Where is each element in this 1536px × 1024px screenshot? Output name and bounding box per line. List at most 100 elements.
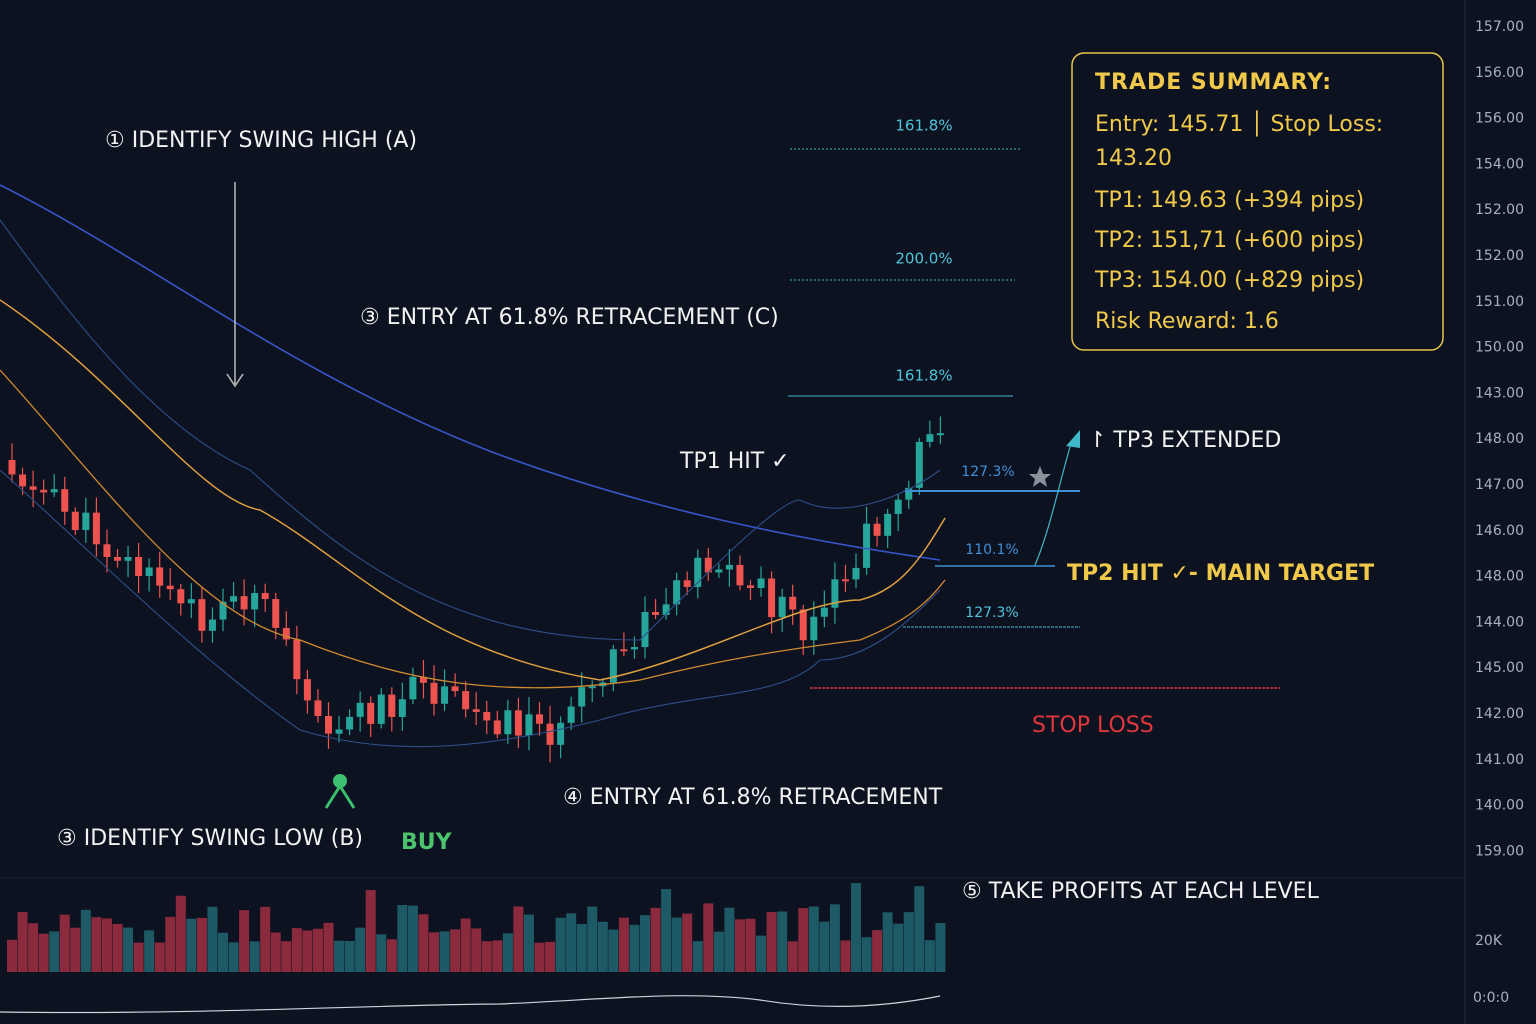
candle-body xyxy=(757,578,765,589)
candle-body xyxy=(704,557,712,573)
volume-bar xyxy=(239,910,250,972)
summary-line: TP2: 151,71 (+600 pips) xyxy=(1094,228,1364,253)
price-label: 154.00 xyxy=(1475,156,1524,172)
volume-bar xyxy=(91,917,102,972)
candle-body xyxy=(483,711,491,721)
volume-bar xyxy=(407,905,418,972)
summary-box xyxy=(1071,52,1444,351)
volume-bar xyxy=(703,903,714,972)
volume-bar xyxy=(608,929,619,972)
candle-body xyxy=(451,686,459,692)
candle-body xyxy=(799,609,807,641)
price-label: 145.00 xyxy=(1475,660,1524,676)
volume-bar xyxy=(439,931,450,972)
volume-bar xyxy=(893,923,904,972)
volume-bar xyxy=(502,933,513,972)
candle-body xyxy=(810,616,818,641)
candle-body xyxy=(609,649,617,683)
volume-bar xyxy=(777,911,788,972)
candle-body xyxy=(103,544,111,557)
volume-bar xyxy=(17,911,28,972)
candle-body xyxy=(377,694,385,724)
volume-bar xyxy=(270,932,281,972)
volume-bar xyxy=(713,931,724,972)
volume-bar xyxy=(555,917,566,972)
volume-bar xyxy=(851,883,861,972)
volume-bar xyxy=(682,913,693,972)
candle-body xyxy=(662,604,670,615)
annotation: TP1 HIT ✓ xyxy=(679,449,790,474)
candle-body xyxy=(557,722,565,745)
candle-body xyxy=(567,706,575,723)
volume-bar xyxy=(787,941,798,972)
candle-body xyxy=(652,612,660,615)
candle-body xyxy=(314,700,322,717)
price-label: 152.00 xyxy=(1475,248,1524,264)
oscillator-label: 0:0:0 xyxy=(1473,990,1509,1006)
candle-body xyxy=(715,569,723,573)
candle-body xyxy=(61,489,69,512)
candle-body xyxy=(251,593,259,610)
annotation: ↾ TP3 EXTENDED xyxy=(1088,428,1281,453)
candle-body xyxy=(683,580,691,587)
volume-bar xyxy=(513,906,524,972)
candle-body xyxy=(272,599,280,628)
volume-bar xyxy=(281,941,292,972)
volume-bar xyxy=(123,927,134,972)
candle-body xyxy=(166,585,174,590)
candle-body xyxy=(620,649,628,652)
candle-body xyxy=(694,557,702,587)
candle-body xyxy=(525,714,533,736)
candle-body xyxy=(346,716,354,730)
band-lower xyxy=(0,469,941,748)
candle-body xyxy=(71,511,79,531)
candle-body xyxy=(230,596,238,602)
candle-body xyxy=(915,441,923,488)
volume-bar xyxy=(59,914,70,972)
volume-bar xyxy=(576,923,587,972)
volume-bar xyxy=(323,922,334,972)
candle-body xyxy=(789,596,797,610)
candle-body xyxy=(198,599,206,631)
volume-bar xyxy=(935,923,946,972)
candle-body xyxy=(641,612,649,648)
candle-body xyxy=(430,682,438,704)
candle-body xyxy=(145,567,153,576)
volume-bar xyxy=(481,941,492,972)
candle-body xyxy=(673,580,681,605)
volume-bar xyxy=(629,924,640,972)
candle-body xyxy=(135,556,143,576)
price-label: 146.00 xyxy=(1475,523,1524,539)
summary-line: Risk Reward: 1.6 xyxy=(1095,309,1279,334)
volume-bar xyxy=(70,927,81,972)
price-label: 157.00 xyxy=(1475,19,1524,35)
volume-bar xyxy=(112,923,123,972)
annotation: ① IDENTIFY SWING HIGH (A) xyxy=(105,128,417,153)
volume-bar xyxy=(671,917,682,972)
volume-bar xyxy=(492,940,503,972)
annotation: STOP LOSS xyxy=(1032,713,1154,738)
volume-bar xyxy=(7,939,17,972)
volume-bar xyxy=(618,917,629,972)
volume-bar xyxy=(365,890,376,972)
candle-body xyxy=(768,578,776,618)
candle-body xyxy=(905,487,913,500)
volume-bar xyxy=(861,937,872,972)
candle-body xyxy=(546,723,554,745)
fib-label: 161.8% xyxy=(895,117,952,135)
volume-bar xyxy=(808,906,819,972)
candles xyxy=(8,416,944,763)
volume-bar xyxy=(829,904,840,972)
candle-body xyxy=(419,676,427,683)
candle-body xyxy=(894,499,902,514)
volume-bar xyxy=(101,918,112,972)
volume-bar xyxy=(545,941,556,972)
candle-body xyxy=(820,607,828,617)
candle-body xyxy=(282,627,290,640)
price-label: 152.00 xyxy=(1475,202,1524,218)
candle-body xyxy=(356,702,364,717)
volume-bar xyxy=(355,927,366,972)
volume-bar xyxy=(587,906,598,972)
candle-body xyxy=(778,596,786,618)
candle-body xyxy=(926,434,934,442)
